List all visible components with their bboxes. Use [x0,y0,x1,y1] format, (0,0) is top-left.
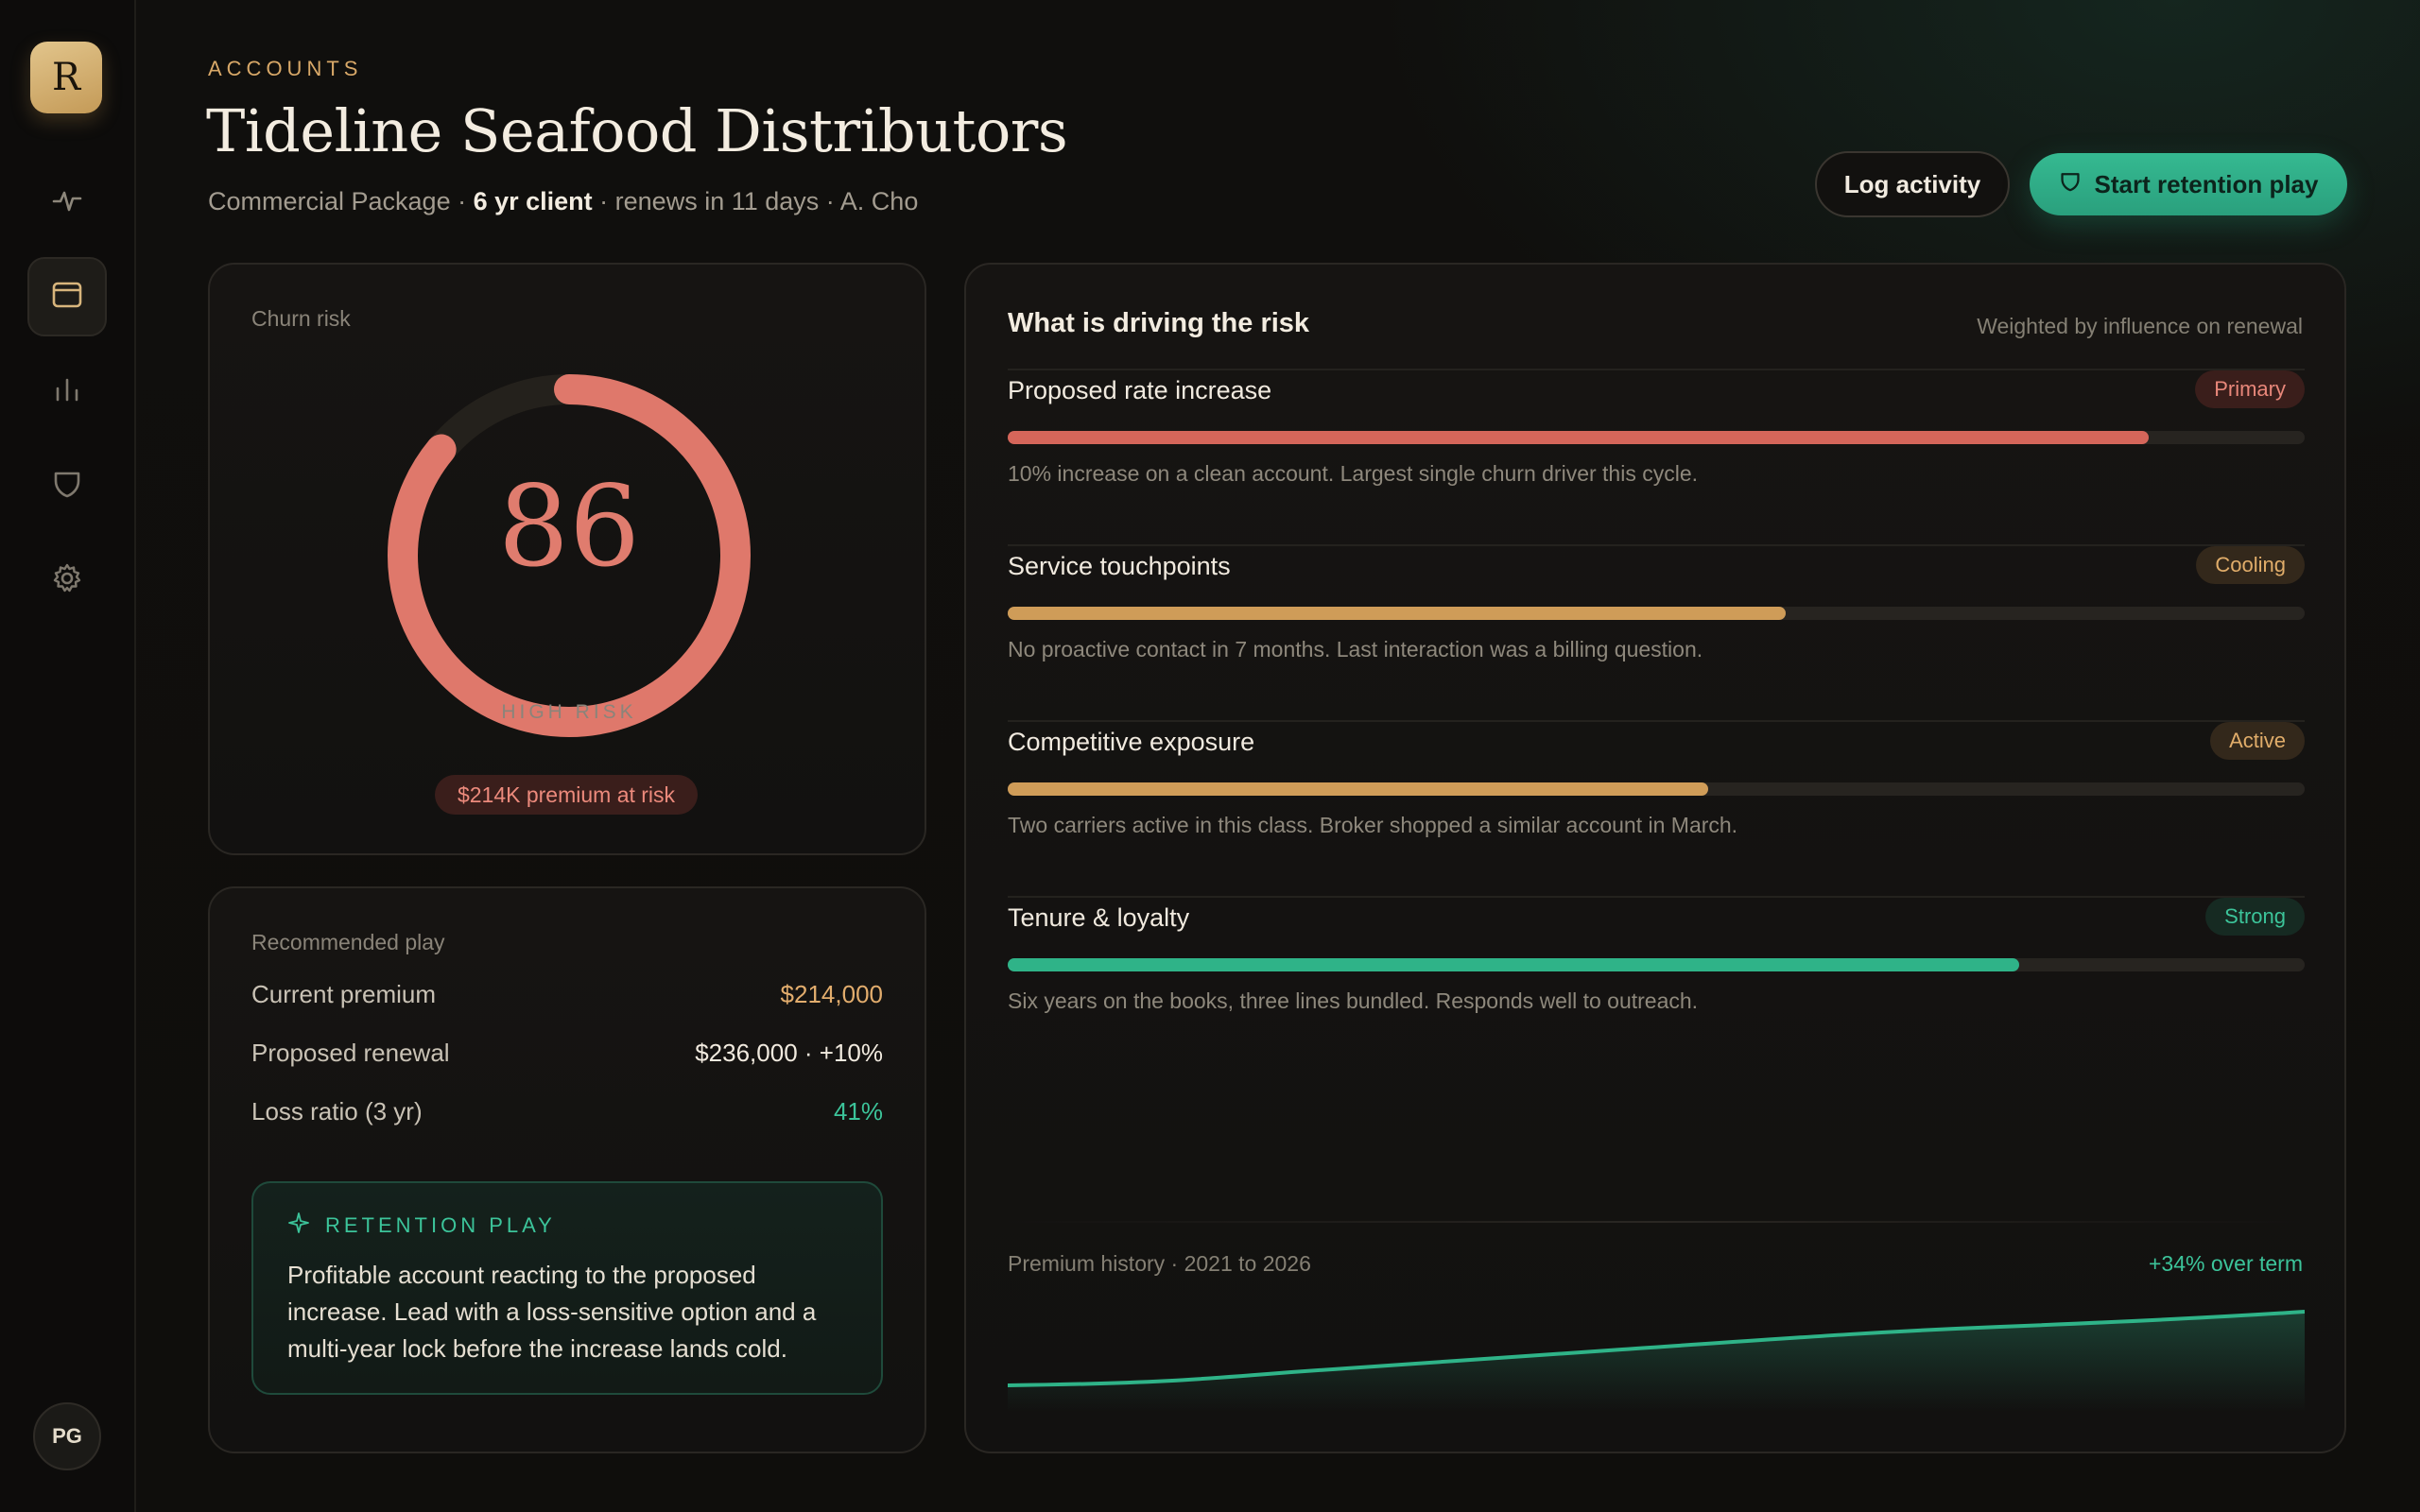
driver-bar-track [1008,782,2305,796]
start-retention-label: Start retention play [2094,169,2319,198]
driver-bar-fill [1008,431,2150,444]
churn-risk-label: Churn risk [251,306,351,331]
shield-icon [2059,170,2082,199]
divider [1008,1221,2303,1223]
history-line [1008,1310,2305,1387]
driver-badge: Cooling [2196,546,2305,584]
window-icon [51,279,83,316]
user-avatar[interactable]: PG [33,1402,101,1470]
pulse-icon [51,184,83,221]
risk-driver-row[interactable]: Competitive exposure Active Two carriers a… [1008,720,2305,896]
log-activity-button[interactable]: Log activity [1815,151,2010,217]
risk-drivers-card: What is driving the risk Weighted by inf… [964,263,2346,1453]
row-key: Proposed renewal [251,1038,450,1067]
driver-name: Tenure & loyalty [1008,903,1190,932]
history-area [1008,1312,2305,1412]
nav-activity[interactable] [27,163,107,242]
nav-accounts[interactable] [27,257,107,336]
row-value: $214,000 [780,979,883,1008]
driver-badge: Active [2210,722,2305,760]
recommendation-row: Current premium $214,000 [251,977,883,1011]
retention-play-heading: RETENTION PLAY [325,1213,556,1237]
gauge-fill [388,374,751,737]
row-value: $236,000 · +10% [695,1038,883,1067]
bar-chart-icon [51,373,83,410]
driver-bar-fill [1008,958,2020,971]
driver-bar-track [1008,431,2305,444]
row-key: Loss ratio (3 yr) [251,1096,423,1125]
driver-badge: Primary [2195,370,2305,408]
driver-name: Competitive exposure [1008,728,1255,756]
recommended-play-label: Recommended play [251,930,445,954]
driver-description: Six years on the books, three lines bund… [1008,988,1699,1013]
retention-play-text: Profitable account reacting to the propo… [287,1261,817,1363]
breadcrumb[interactable]: ACCOUNTS [208,57,363,80]
drivers-note: Weighted by influence on renewal [1977,314,2303,338]
nav-plays[interactable] [27,446,107,525]
account-meta: Commercial Package · 6 yr client · renew… [208,187,919,215]
churn-risk-card: Churn risk 86 HIGH RISK $214K premium at… [208,263,926,855]
sidebar: R PG [0,0,136,1512]
driver-name: Proposed rate increase [1008,376,1272,404]
driver-bar-fill [1008,782,1708,796]
gear-icon [51,562,83,599]
risk-level: HIGH RISK [501,701,637,723]
drivers-title: What is driving the risk [1008,308,1310,338]
premium-history-delta: +34% over term [2149,1251,2303,1276]
nav-reports[interactable] [27,352,107,431]
recommendation-row: Loss ratio (3 yr) 41% [251,1094,883,1128]
app-logo[interactable]: R [30,42,102,113]
premium-history-sparkline [1008,1310,2305,1412]
renewal-label: renews in 11 days [614,187,820,215]
driver-bar-track [1008,607,2305,620]
driver-description: Two carriers active in this class. Broke… [1008,813,1738,837]
sparkle-icon [287,1211,310,1240]
nav-settings[interactable] [27,541,107,620]
recommendation-row: Proposed renewal $236,000 · +10% [251,1036,883,1070]
package-label: Commercial Package [208,187,451,215]
shield-icon [51,468,83,505]
owner-label: A. Cho [839,187,919,215]
driver-bar-fill [1008,607,1787,620]
premium-at-risk-badge: $214K premium at risk [435,775,698,815]
risk-score: 86 [497,461,641,592]
driver-name: Service touchpoints [1008,552,1231,580]
risk-driver-row[interactable]: Proposed rate increase Primary 10% increas… [1008,369,2305,544]
premium-history-label: Premium history · 2021 to 2026 [1008,1251,1311,1276]
risk-driver-row[interactable]: Tenure & loyalty Strong Six years on the b… [1008,896,2305,1072]
row-value: 41% [833,1096,883,1125]
risk-gauge: 86 HIGH RISK [380,367,758,745]
retention-play-box: RETENTION PLAY Profitable account reacti… [251,1181,883,1395]
row-key: Current premium [251,979,437,1008]
driver-description: No proactive contact in 7 months. Last i… [1008,637,1703,662]
risk-driver-row[interactable]: Service touchpoints Cooling No proactive c… [1008,544,2305,720]
driver-description: 10% increase on a clean account. Largest… [1008,461,1699,486]
driver-bar-track [1008,958,2305,971]
page-title: Tideline Seafood Distributors [206,96,1068,165]
start-retention-button[interactable]: Start retention play [2030,153,2347,215]
tenure-label: 6 yr client [473,187,593,215]
recommended-play-card: Recommended play Current premium $214,000… [208,886,926,1453]
driver-badge: Strong [2205,898,2305,936]
